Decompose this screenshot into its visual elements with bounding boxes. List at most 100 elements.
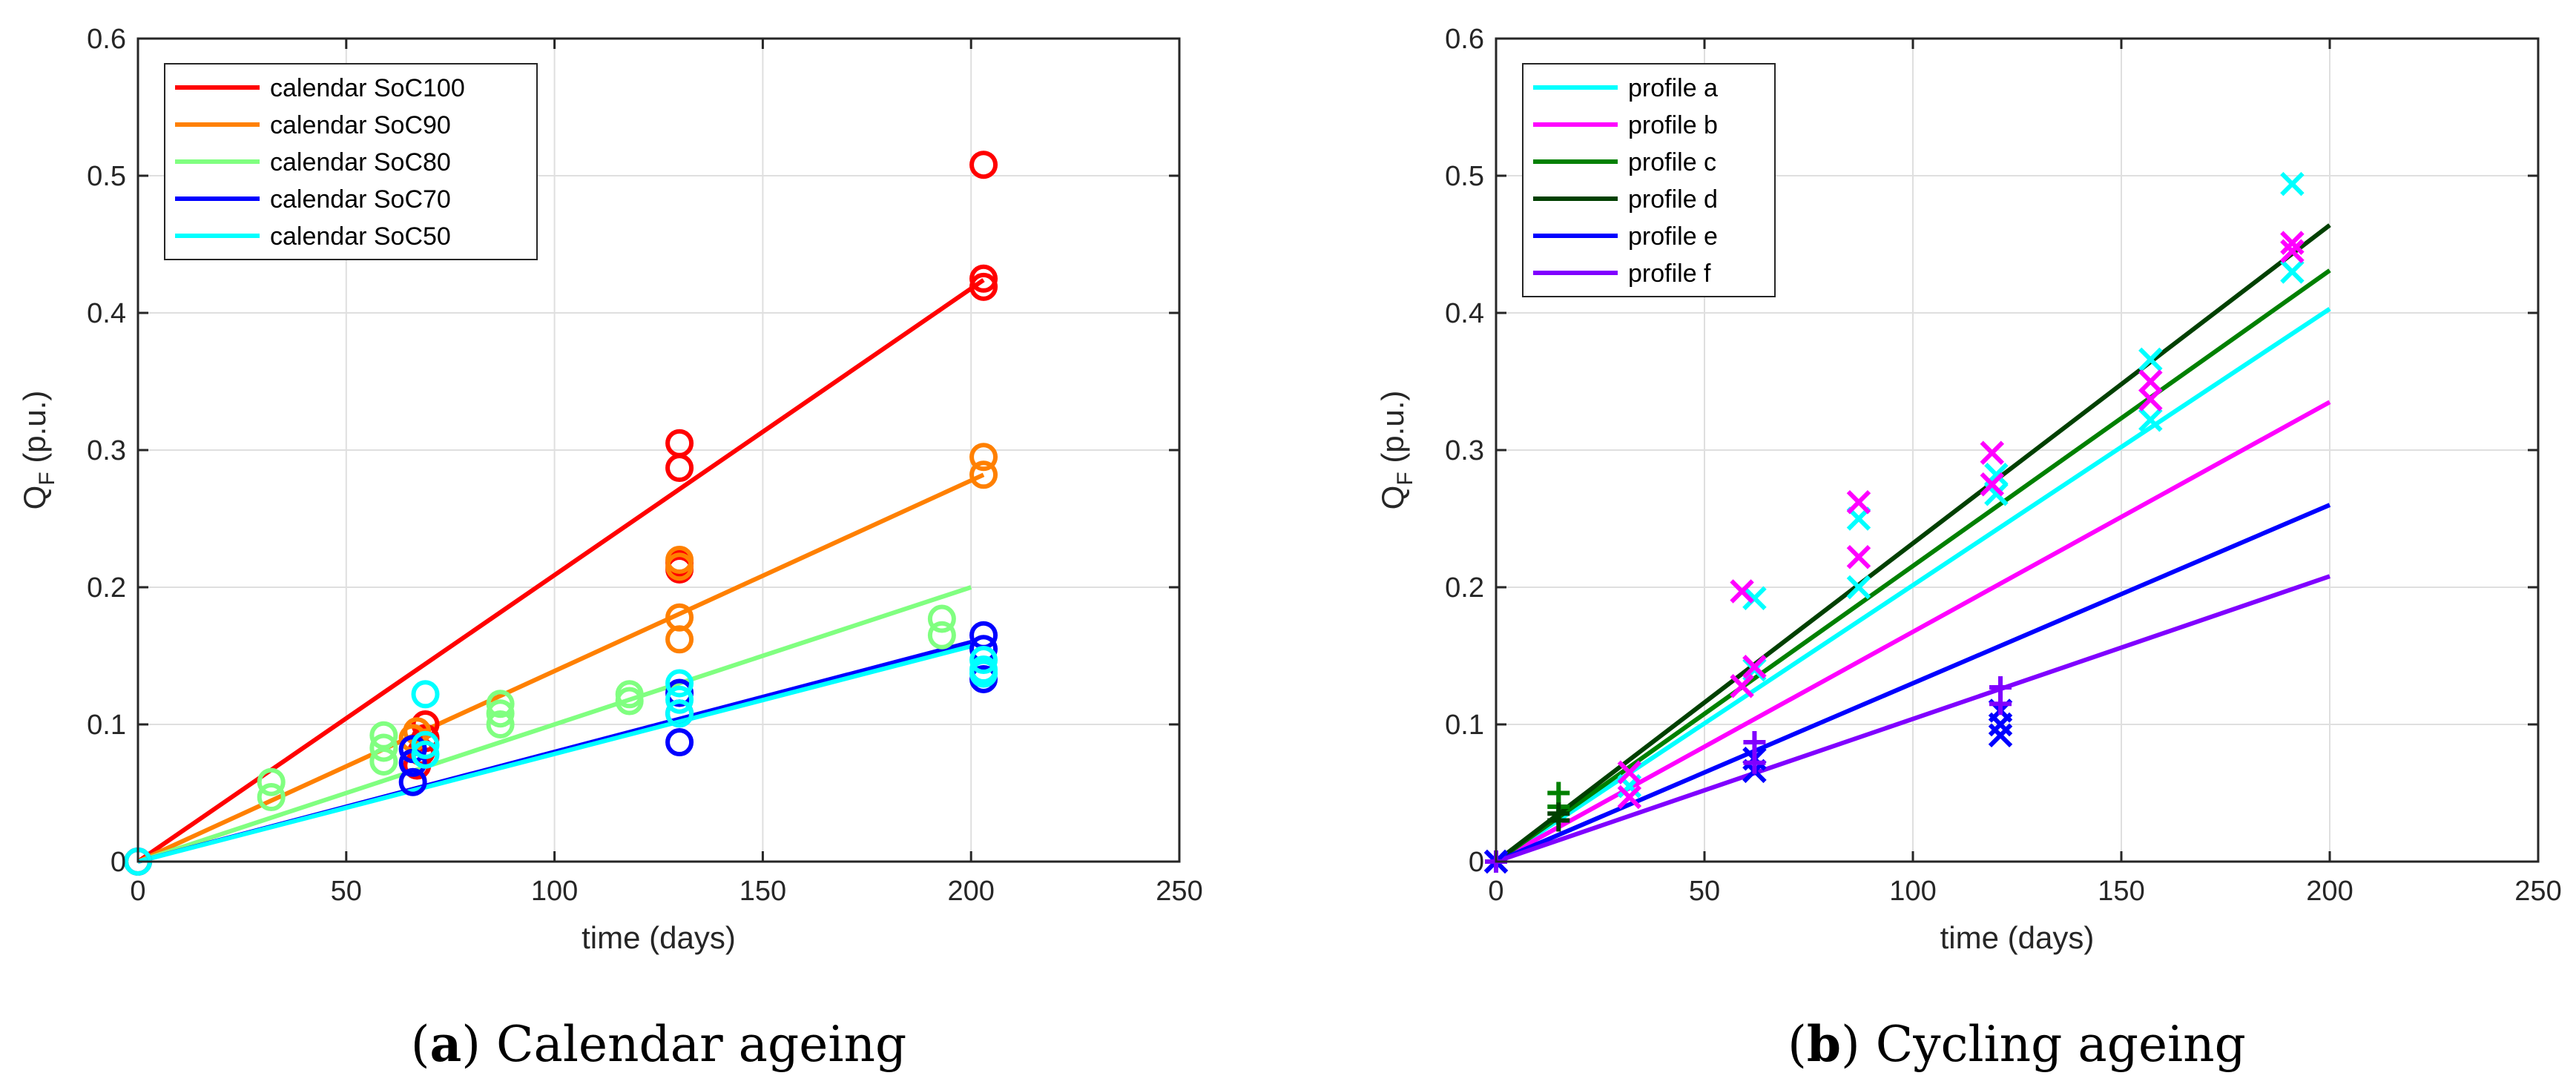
x-tick-label: 150 <box>739 876 786 907</box>
x-tick-label: 50 <box>1689 876 1720 907</box>
data-point <box>1846 575 1871 600</box>
data-point <box>2138 347 2163 372</box>
data-point <box>927 621 956 650</box>
legend-box <box>1522 63 1776 297</box>
y-tick-label: 0.5 <box>1445 161 1484 192</box>
y-tick-label: 0.2 <box>87 572 126 604</box>
data-point <box>665 669 694 698</box>
legend-label-profile-b: profile b <box>1628 111 1718 139</box>
data-point <box>665 552 694 581</box>
y-tick-label: 0.1 <box>87 710 126 741</box>
data-point <box>969 659 998 688</box>
series-line-calendar-soc50 <box>137 644 972 864</box>
legend-label-profile-c: profile c <box>1628 148 1716 176</box>
data-point <box>1988 723 2013 748</box>
data-point <box>2280 171 2305 196</box>
y-tick-label: 0.2 <box>1445 572 1484 604</box>
series-line-calendar-soc100 <box>136 278 985 864</box>
series-points-calendar-soc50 <box>124 646 998 876</box>
fit-lines <box>136 278 985 864</box>
data-point <box>665 625 694 654</box>
x-tick-label: 250 <box>1156 876 1202 907</box>
y-axis-label-subscript: F <box>35 472 59 485</box>
legend-label-calendar-soc70: calendar SoC70 <box>270 185 451 214</box>
data-point <box>665 699 694 728</box>
x-axis-label: time (days) <box>1940 920 2095 955</box>
y-tick-label: 0.6 <box>87 24 126 55</box>
caption-letter: b <box>1807 1015 1841 1073</box>
legend-label-profile-d: profile d <box>1628 185 1718 214</box>
data-point <box>615 687 644 716</box>
series-line-profile-d <box>1495 223 2331 864</box>
y-tick-label: 0 <box>1469 847 1484 878</box>
data-point <box>398 767 427 796</box>
data-point <box>486 710 515 739</box>
data-point <box>2280 231 2305 255</box>
data-point <box>1730 673 1754 698</box>
data-point <box>369 721 398 750</box>
y-axis-label: QF (p.u.) <box>1375 391 1417 510</box>
data-point <box>2280 260 2305 284</box>
y-tick-label: 0 <box>111 847 126 878</box>
y-axis-label-unit: (p.u.) <box>1375 391 1410 472</box>
data-point <box>969 443 998 472</box>
chart-caption: (a) Calendar ageing <box>411 1015 906 1073</box>
series-line-calendar-soc80 <box>137 585 972 864</box>
legend-label-calendar-soc90: calendar SoC90 <box>270 111 451 139</box>
y-tick-label: 0.6 <box>1445 24 1484 55</box>
x-tick-label: 250 <box>2514 876 2561 907</box>
data-point <box>1989 693 2012 716</box>
data-point <box>2138 387 2163 412</box>
data-point <box>665 728 694 757</box>
y-tick-label: 0.4 <box>87 298 126 329</box>
y-axis-label-subscript: F <box>1393 472 1417 485</box>
data-point <box>1730 579 1754 604</box>
y-tick-label: 0.1 <box>1445 710 1484 741</box>
y-axis-label-main: Q <box>1375 486 1410 510</box>
data-point <box>1980 472 2005 497</box>
chart-caption: (b) Cycling ageing <box>1788 1015 2246 1073</box>
data-point <box>411 740 440 769</box>
data-point <box>2138 369 2163 394</box>
legend-label-calendar-soc50: calendar SoC50 <box>270 222 451 251</box>
data-point <box>257 783 286 812</box>
data-point <box>1617 760 1642 784</box>
caption-paren-close: ) <box>1841 1016 1876 1073</box>
series-line-calendar-soc90 <box>136 472 985 864</box>
x-tick-label: 200 <box>947 876 994 907</box>
series-line-profile-c <box>1495 268 2331 864</box>
data-point <box>2138 408 2163 432</box>
legend-label-profile-f: profile f <box>1628 260 1711 288</box>
legend-label-calendar-soc100: calendar SoC100 <box>270 74 465 102</box>
x-tick-label: 0 <box>1488 876 1503 907</box>
legend-label-profile-a: profile a <box>1628 74 1718 102</box>
data-point <box>1846 490 1871 515</box>
data-point <box>969 264 998 293</box>
x-tick-label: 100 <box>1889 876 1936 907</box>
data-point <box>969 460 998 489</box>
data-point <box>969 151 998 179</box>
data-point <box>1742 586 1767 611</box>
y-tick-label: 0.3 <box>87 435 126 466</box>
data-point <box>2280 239 2305 263</box>
data-point <box>486 699 515 728</box>
data-point <box>1846 506 1871 531</box>
data-point <box>411 680 440 709</box>
data-point <box>369 733 398 762</box>
caption-text: Cycling ageing <box>1876 1016 2246 1073</box>
data-point <box>969 272 998 301</box>
x-tick-label: 150 <box>2098 876 2144 907</box>
caption-paren-open: ( <box>411 1016 430 1073</box>
series-line-profile-f <box>1495 574 2330 864</box>
caption-text: Calendar ageing <box>496 1016 906 1073</box>
ticks: 0 50 100 150 200 250 0 0.1 0.2 0.3 0.4 0.5 0.6 <box>87 24 1203 907</box>
calendar-ageing-chart: 0 50 100 150 200 250 0 0.1 0.2 0.3 0.4 0.5 0.6 time (… <box>17 24 1203 1073</box>
data-point <box>927 604 956 633</box>
x-tick-label: 50 <box>331 876 362 907</box>
x-tick-label: 200 <box>2306 876 2353 907</box>
data-point <box>1547 809 1570 832</box>
y-axis-label-unit: (p.u.) <box>17 391 52 472</box>
data-point <box>1743 731 1766 754</box>
y-tick-label: 0.5 <box>87 161 126 192</box>
